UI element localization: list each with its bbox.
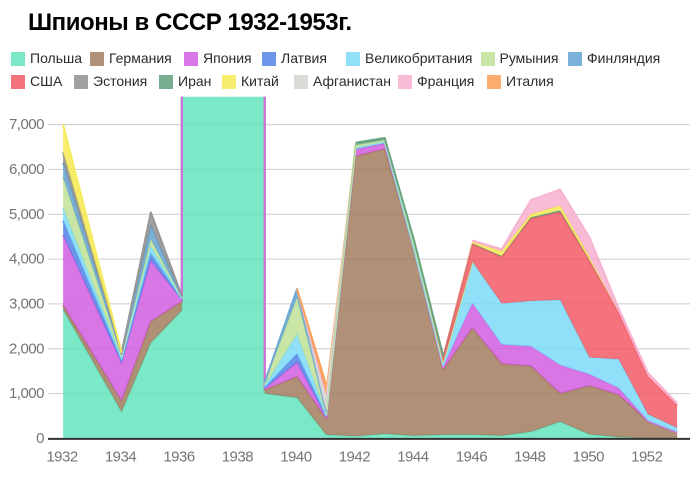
svg-text:0: 0	[36, 430, 44, 447]
svg-text:1942: 1942	[339, 448, 371, 465]
svg-text:1952: 1952	[631, 448, 663, 465]
svg-text:1936: 1936	[163, 448, 195, 465]
svg-text:1932: 1932	[46, 448, 78, 465]
svg-text:6,000: 6,000	[9, 161, 44, 178]
svg-text:3,000: 3,000	[9, 296, 44, 313]
svg-text:1950: 1950	[573, 448, 605, 465]
svg-text:7,000: 7,000	[9, 116, 44, 133]
svg-text:1938: 1938	[222, 448, 254, 465]
svg-text:1946: 1946	[456, 448, 488, 465]
svg-text:1934: 1934	[105, 448, 137, 465]
svg-text:4,000: 4,000	[9, 251, 44, 268]
svg-text:2,000: 2,000	[9, 340, 44, 357]
svg-text:5,000: 5,000	[9, 206, 44, 223]
svg-text:1944: 1944	[397, 448, 429, 465]
svg-text:1948: 1948	[514, 448, 546, 465]
svg-text:1940: 1940	[280, 448, 312, 465]
svg-text:1,000: 1,000	[9, 385, 44, 402]
